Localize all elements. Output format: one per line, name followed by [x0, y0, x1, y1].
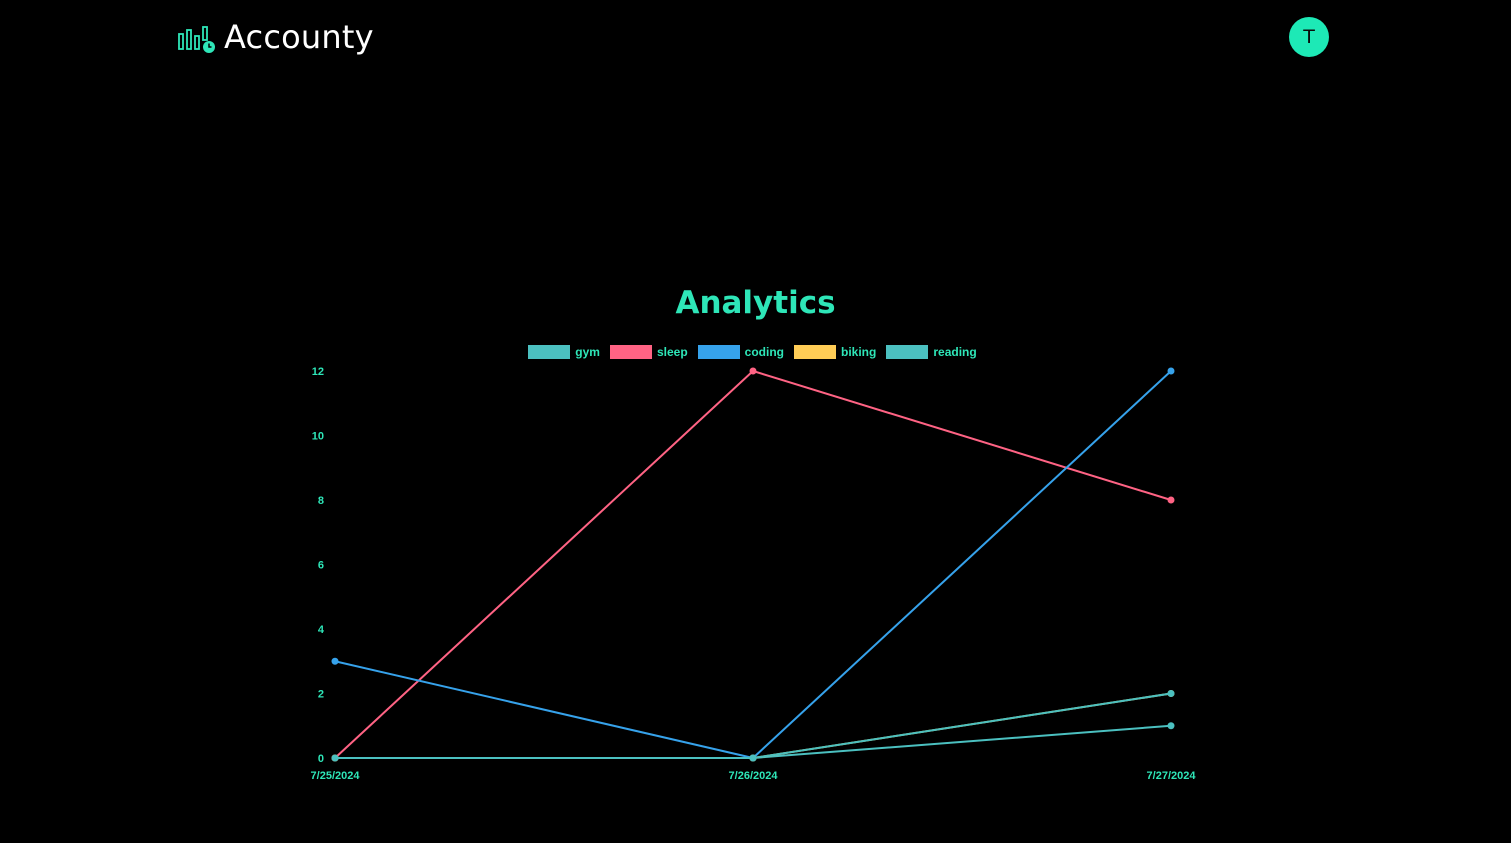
series-sleep [331, 367, 1175, 762]
series-line-biking [335, 692, 1172, 759]
y-tick-label: 10 [312, 431, 324, 443]
series-line-coding [334, 370, 1172, 760]
y-tick-label: 6 [318, 560, 324, 572]
series-line-reading [335, 692, 1172, 759]
page-title: Analytics [675, 285, 836, 321]
legend-swatch [609, 345, 652, 359]
x-tick-label: 7/27/2024 [1147, 770, 1197, 782]
legend-item-sleep[interactable]: sleep [609, 345, 688, 359]
brand[interactable]: Accounty [176, 18, 374, 56]
data-point-coding[interactable] [331, 657, 339, 665]
data-point-coding[interactable] [1167, 367, 1175, 375]
legend-swatch [794, 345, 836, 359]
legend-label: biking [841, 345, 877, 359]
bar-chart-clock-icon [178, 26, 215, 53]
y-tick-label: 8 [318, 495, 324, 507]
brand-name: Accounty [224, 18, 374, 56]
y-tick-label: 12 [312, 366, 324, 378]
legend-swatch [886, 345, 929, 359]
avatar[interactable]: T [1289, 17, 1329, 57]
legend-swatch [528, 345, 571, 359]
legend-item-biking[interactable]: biking [794, 345, 876, 359]
legend-item-gym[interactable]: gym [528, 345, 600, 359]
y-tick-label: 2 [318, 689, 324, 701]
data-point-reading[interactable] [1167, 690, 1175, 697]
series-coding [331, 367, 1175, 762]
legend-label: gym [575, 345, 600, 359]
data-point-gym[interactable] [1167, 722, 1175, 730]
series-reading [331, 690, 1175, 762]
data-point-sleep[interactable] [1167, 496, 1175, 504]
y-axis: 0 2 4 6 8 10 12 [312, 366, 325, 765]
series-biking [331, 690, 1175, 762]
legend-label: coding [744, 345, 784, 359]
legend-item-coding[interactable]: coding [697, 345, 784, 359]
x-tick-label: 7/25/2024 [311, 770, 361, 782]
legend-item-reading[interactable]: reading [886, 345, 977, 359]
data-point-reading[interactable] [749, 754, 757, 762]
series-line-gym [335, 724, 1172, 759]
series-line-sleep [334, 369, 1172, 759]
legend-swatch [697, 345, 740, 359]
avatar-initial: T [1303, 26, 1315, 48]
series-lines [331, 367, 1175, 762]
x-tick-label: 7/26/2024 [729, 770, 779, 782]
y-tick-label: 4 [318, 624, 325, 636]
y-tick-label: 0 [318, 753, 324, 765]
legend-label: reading [933, 345, 977, 359]
x-axis: 7/25/2024 7/26/2024 7/27/2024 [311, 770, 1197, 782]
data-point-sleep[interactable] [749, 367, 757, 375]
top-bar: Accounty T [0, 0, 1511, 76]
legend-label: sleep [656, 345, 688, 359]
chart-legend: gym sleep coding biking reading [0, 345, 1505, 359]
data-point-reading[interactable] [331, 754, 339, 762]
